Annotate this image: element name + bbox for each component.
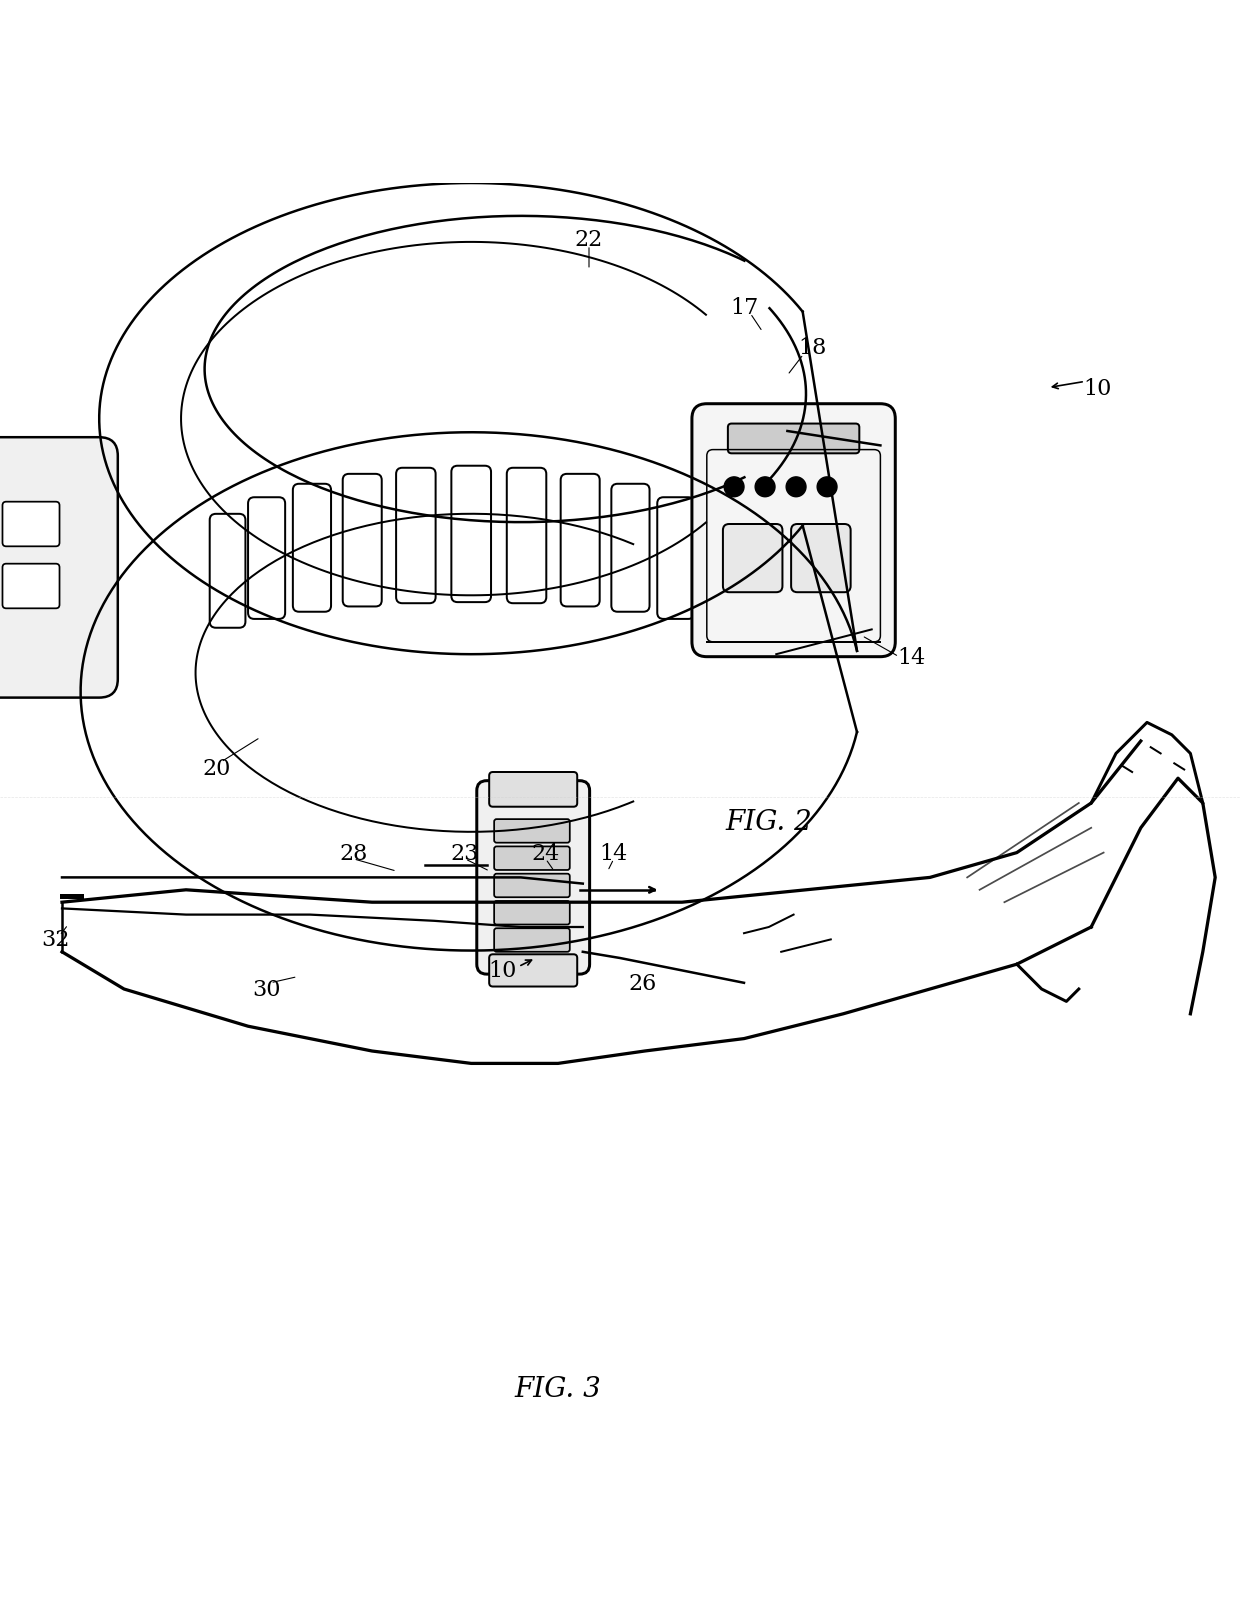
FancyBboxPatch shape bbox=[692, 405, 895, 657]
Text: 10: 10 bbox=[1084, 378, 1111, 400]
FancyBboxPatch shape bbox=[611, 484, 650, 612]
Text: 14: 14 bbox=[898, 646, 925, 669]
FancyBboxPatch shape bbox=[451, 466, 491, 603]
FancyBboxPatch shape bbox=[2, 564, 60, 609]
FancyBboxPatch shape bbox=[489, 773, 578, 807]
FancyBboxPatch shape bbox=[791, 524, 851, 593]
Text: 30: 30 bbox=[253, 979, 280, 1001]
FancyBboxPatch shape bbox=[728, 424, 859, 455]
FancyBboxPatch shape bbox=[697, 514, 733, 628]
Text: 28: 28 bbox=[340, 842, 367, 865]
FancyBboxPatch shape bbox=[560, 474, 600, 607]
Circle shape bbox=[817, 477, 837, 498]
FancyBboxPatch shape bbox=[494, 820, 569, 844]
Text: 10: 10 bbox=[489, 959, 516, 982]
FancyBboxPatch shape bbox=[0, 439, 118, 697]
Text: 18: 18 bbox=[799, 336, 826, 358]
FancyBboxPatch shape bbox=[248, 498, 285, 620]
Text: FIG. 2: FIG. 2 bbox=[725, 808, 812, 836]
Circle shape bbox=[786, 477, 806, 498]
FancyBboxPatch shape bbox=[210, 514, 246, 628]
Text: 32: 32 bbox=[42, 929, 69, 951]
Text: 20: 20 bbox=[203, 759, 231, 779]
FancyBboxPatch shape bbox=[494, 929, 569, 953]
Text: 24: 24 bbox=[532, 842, 559, 865]
Circle shape bbox=[724, 477, 744, 498]
Text: 23: 23 bbox=[451, 842, 479, 865]
FancyBboxPatch shape bbox=[507, 469, 547, 604]
Text: 22: 22 bbox=[575, 228, 603, 251]
Text: 26: 26 bbox=[629, 972, 656, 995]
FancyBboxPatch shape bbox=[476, 781, 590, 974]
FancyBboxPatch shape bbox=[396, 469, 435, 604]
FancyBboxPatch shape bbox=[494, 902, 569, 926]
FancyBboxPatch shape bbox=[723, 524, 782, 593]
FancyBboxPatch shape bbox=[293, 484, 331, 612]
FancyBboxPatch shape bbox=[2, 503, 60, 546]
Text: FIG. 3: FIG. 3 bbox=[515, 1376, 601, 1401]
Text: 14: 14 bbox=[600, 842, 627, 865]
FancyBboxPatch shape bbox=[494, 874, 569, 898]
FancyBboxPatch shape bbox=[489, 955, 578, 987]
FancyBboxPatch shape bbox=[342, 474, 382, 607]
FancyBboxPatch shape bbox=[494, 847, 569, 871]
Text: 17: 17 bbox=[730, 297, 758, 318]
Circle shape bbox=[755, 477, 775, 498]
FancyBboxPatch shape bbox=[657, 498, 694, 620]
